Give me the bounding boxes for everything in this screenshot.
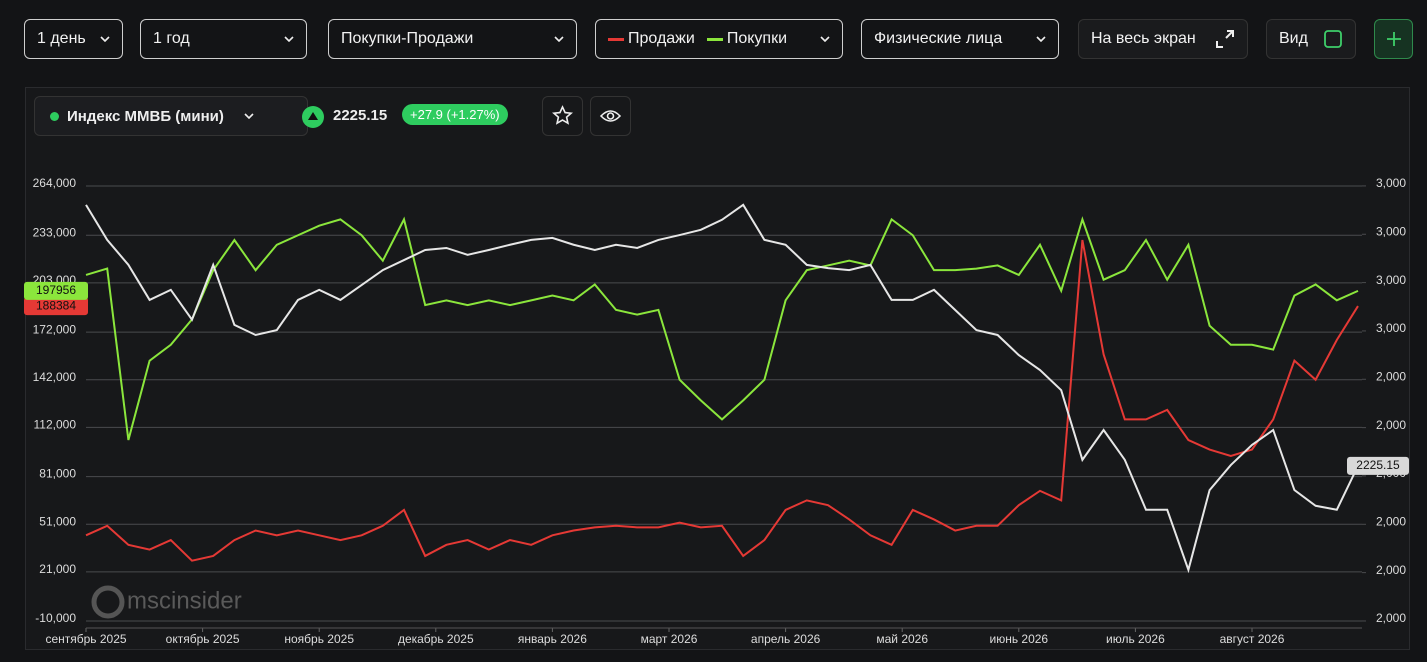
label: 1 день [37, 30, 86, 47]
mode-select[interactable]: Покупки-Продажи [328, 19, 577, 59]
price: 2225.15 [333, 107, 388, 124]
chevron [820, 36, 830, 42]
icon [552, 105, 573, 125]
up-icon [302, 106, 324, 128]
period-select[interactable]: 1 день [24, 19, 123, 59]
fullscreen-button[interactable]: На весь экран [1078, 19, 1248, 59]
icon [1324, 30, 1342, 48]
chart-panel: Индекс ММВБ (мини) 2225.15 +27.9 (+1.27%… [25, 87, 1410, 650]
status-dot [50, 111, 59, 121]
add-button[interactable] [1374, 19, 1413, 59]
change: +27.9 (+1.27%) [402, 104, 508, 125]
label: Покупки-Продажи [341, 30, 474, 47]
chevron [244, 113, 254, 119]
star-button[interactable] [542, 96, 583, 136]
instrument-name[interactable]: Индекс ММВБ (мини) [67, 107, 224, 125]
range-select[interactable]: 1 год [140, 19, 307, 59]
chevron [284, 36, 294, 42]
legend-label: Покупки [726, 30, 788, 47]
label: Физические лица [874, 30, 1003, 47]
view-button[interactable]: Вид [1266, 19, 1356, 59]
legend-swatch [608, 37, 624, 41]
eye-button[interactable] [590, 96, 631, 136]
chevron [100, 36, 110, 42]
icon [1386, 32, 1401, 46]
icon [599, 110, 622, 122]
icon [1216, 30, 1234, 48]
legend-swatch [706, 37, 723, 41]
legend-select[interactable]: Продажи Покупки [595, 19, 843, 59]
label: 1 год [153, 30, 190, 47]
instrument-box: Индекс ММВБ (мини) [34, 96, 308, 136]
legend-label: Продажи [628, 30, 695, 47]
chevron [1036, 36, 1046, 42]
chevron [554, 36, 564, 42]
label: Вид [1279, 30, 1308, 47]
label: На весь экран [1091, 30, 1196, 47]
group-select[interactable]: Физические лица [861, 19, 1059, 59]
